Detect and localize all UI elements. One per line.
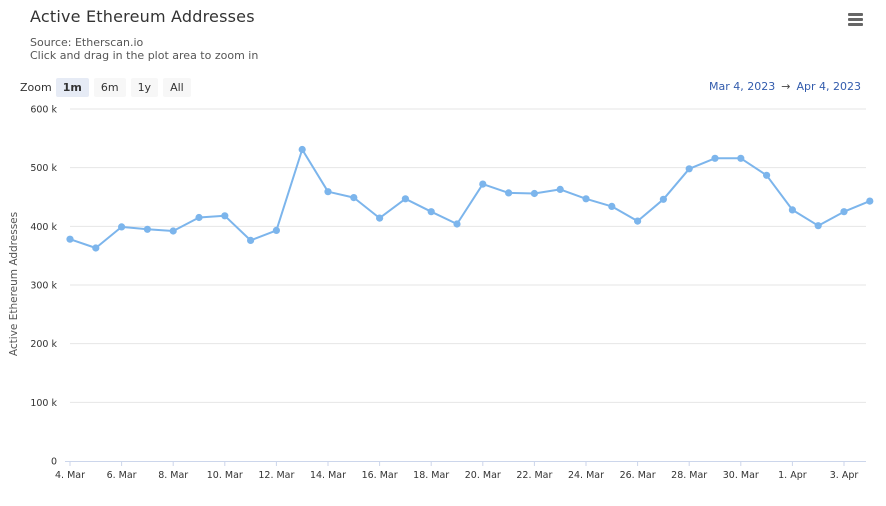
- x-tick-label: 22. Mar: [516, 470, 552, 481]
- data-point[interactable]: [608, 202, 616, 210]
- y-tick-label: 600 k: [30, 105, 57, 116]
- data-point[interactable]: [169, 227, 177, 235]
- data-point[interactable]: [221, 212, 229, 220]
- subtitle-source: Source: Etherscan.io: [30, 36, 144, 49]
- data-point[interactable]: [556, 185, 564, 193]
- data-point[interactable]: [272, 226, 280, 234]
- data-point[interactable]: [298, 145, 306, 154]
- zoom-all-button[interactable]: All: [163, 77, 191, 97]
- data-point[interactable]: [840, 208, 848, 216]
- data-point[interactable]: [143, 225, 151, 233]
- data-point[interactable]: [453, 220, 461, 228]
- zoom-1y-button[interactable]: 1y: [130, 77, 159, 97]
- data-point[interactable]: [401, 195, 409, 203]
- data-point[interactable]: [376, 214, 384, 222]
- x-tick-label: 10. Mar: [207, 470, 243, 481]
- x-tick-label: 26. Mar: [620, 470, 656, 481]
- series-line: [69, 148, 871, 249]
- x-tick-label: 24. Mar: [568, 470, 604, 481]
- zoom-6m-button[interactable]: 6m: [93, 77, 126, 97]
- data-point[interactable]: [634, 217, 642, 225]
- data-point[interactable]: [866, 197, 874, 205]
- data-point[interactable]: [118, 223, 126, 231]
- chart-title: Active Ethereum Addresses: [30, 7, 255, 26]
- data-point[interactable]: [350, 194, 358, 202]
- range-from-date[interactable]: Mar 4, 2023: [709, 80, 776, 93]
- data-point[interactable]: [195, 213, 203, 222]
- date-range-display: Mar 4, 2023 → Apr 4, 2023: [709, 80, 861, 93]
- x-tick-label: 18. Mar: [413, 470, 449, 481]
- data-point[interactable]: [711, 154, 719, 162]
- range-arrow: →: [781, 80, 791, 93]
- data-points: [66, 145, 874, 252]
- x-tick-label: 16. Mar: [362, 470, 398, 481]
- x-tick-label: 20. Mar: [465, 470, 501, 481]
- grid-lines: [70, 108, 866, 403]
- data-point[interactable]: [479, 180, 487, 188]
- data-point[interactable]: [659, 195, 668, 203]
- data-point[interactable]: [427, 208, 435, 216]
- y-tick-label: 400 k: [30, 222, 57, 233]
- data-point[interactable]: [763, 171, 771, 179]
- chart-subtitle: Source: Etherscan.io Click and drag in t…: [30, 36, 258, 62]
- data-point[interactable]: [788, 206, 797, 214]
- y-tick-label: 100 k: [30, 398, 57, 409]
- x-tick-label: 8. Mar: [158, 470, 188, 481]
- x-tick-label: 1. Apr: [778, 470, 807, 481]
- y-tick-label: 200 k: [30, 339, 57, 350]
- x-tick-label: 30. Mar: [723, 470, 759, 481]
- hamburger-menu-icon[interactable]: [846, 10, 866, 28]
- x-tick-label: 6. Mar: [107, 470, 137, 481]
- x-axis: 4. Mar 6. Mar 8. Mar 10. Mar 12. Mar 14. Mar 1…: [55, 461, 866, 481]
- range-to-date[interactable]: Apr 4, 2023: [796, 80, 861, 93]
- series-line-path: [69, 148, 871, 249]
- data-point[interactable]: [685, 165, 693, 173]
- y-axis: 0 100 k 200 k 300 k 400 k 500 k 600 k: [30, 105, 57, 468]
- y-tick-label: 500 k: [30, 163, 57, 174]
- data-point[interactable]: [324, 188, 332, 196]
- data-point[interactable]: [66, 235, 74, 243]
- data-point[interactable]: [737, 154, 745, 162]
- data-point[interactable]: [814, 222, 822, 230]
- data-point[interactable]: [530, 189, 539, 198]
- subtitle-zoom-hint: Click and drag in the plot area to zoom …: [30, 49, 259, 62]
- x-tick-label: 14. Mar: [310, 470, 346, 481]
- data-point[interactable]: [505, 189, 513, 197]
- x-tick-label: 12. Mar: [258, 470, 294, 481]
- y-axis-title: Active Ethereum Addresses: [8, 212, 20, 356]
- y-tick-label: 0: [51, 457, 57, 468]
- zoom-label: Zoom: [20, 80, 52, 94]
- data-point[interactable]: [582, 195, 590, 203]
- x-tick-label: 4. Mar: [55, 470, 85, 481]
- x-tick-label: 28. Mar: [671, 470, 707, 481]
- range-selector: Zoom 1m 6m 1y All: [20, 77, 196, 97]
- data-point[interactable]: [247, 236, 255, 244]
- y-tick-label: 300 k: [30, 281, 57, 292]
- data-point[interactable]: [92, 244, 100, 252]
- zoom-1m-button[interactable]: 1m: [55, 77, 89, 97]
- x-tick-label: 3. Apr: [830, 470, 859, 481]
